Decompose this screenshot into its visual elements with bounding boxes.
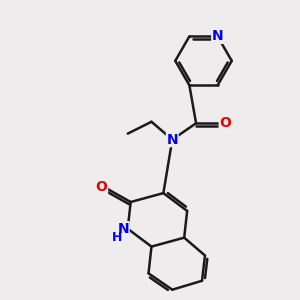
Text: N: N bbox=[212, 29, 224, 44]
Text: N: N bbox=[117, 222, 129, 236]
Text: N: N bbox=[167, 133, 178, 147]
Text: H: H bbox=[112, 231, 122, 244]
Text: O: O bbox=[219, 116, 231, 130]
Text: O: O bbox=[96, 180, 107, 194]
